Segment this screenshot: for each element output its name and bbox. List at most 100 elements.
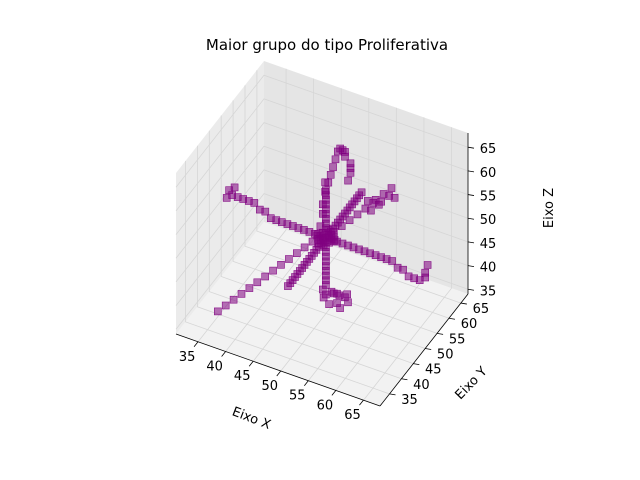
y-tick: [401, 378, 408, 381]
z-tick-label: 55: [480, 190, 497, 205]
z-tick-label: 35: [480, 284, 497, 299]
y-tick: [413, 363, 420, 366]
data-point: [387, 184, 396, 192]
y-tick-label: 40: [413, 378, 430, 393]
data-points: [214, 144, 432, 316]
data-point: [322, 186, 330, 195]
y-axis-label: Eixo Y: [452, 364, 490, 403]
data-point: [269, 266, 277, 275]
y-tick: [437, 332, 444, 335]
data-point: [322, 281, 330, 289]
x-tick-label: 55: [289, 389, 306, 404]
data-point: [261, 272, 270, 281]
data-point: [292, 249, 301, 257]
z-tick: [467, 146, 475, 149]
tick-labels: 3540455055606535404550556065354045505560…: [179, 142, 496, 423]
z-grid-line: [175, 145, 469, 259]
y-grid-line: [244, 85, 450, 319]
data-point: [284, 282, 292, 290]
data-point: [344, 298, 352, 307]
y-tick-label: 65: [473, 302, 490, 317]
x-tick: [193, 341, 199, 348]
axis-lines: [175, 133, 469, 407]
data-point: [261, 207, 270, 216]
z-tick-label: 60: [480, 166, 497, 181]
z-grid-line: [175, 169, 469, 283]
y-grid-line: [208, 130, 414, 364]
chart-title: Maior grupo do tipo Proliferativa: [206, 36, 448, 54]
data-point: [423, 261, 432, 269]
data-point: [388, 257, 396, 265]
data-point: [341, 152, 349, 161]
x-tick-label: 35: [179, 350, 196, 365]
data-point: [245, 284, 254, 292]
data-point: [330, 236, 339, 244]
x-tick-label: 40: [206, 360, 223, 375]
y-tick-label: 50: [437, 348, 454, 363]
y-tick-label: 35: [401, 393, 418, 408]
data-point: [285, 255, 293, 263]
z-tick: [467, 241, 475, 244]
data-point: [250, 199, 259, 207]
y-tick: [389, 393, 396, 396]
x-grid-line: [280, 98, 370, 372]
y-axis-line: [379, 293, 469, 407]
y-grid-line: [220, 115, 426, 349]
left-pane: [176, 61, 264, 334]
y-tick-label: 55: [449, 332, 466, 347]
tick-marks: [193, 146, 475, 406]
data-point: [374, 200, 383, 209]
x-tick: [248, 360, 254, 367]
z-tick: [467, 194, 475, 196]
z-tick-label: 45: [480, 237, 497, 252]
z-tick: [467, 217, 475, 220]
data-point: [333, 147, 342, 156]
x-tick: [221, 351, 226, 357]
data-point: [314, 230, 322, 238]
data-point: [329, 163, 337, 171]
z-axis-label: Eixo Z: [542, 188, 557, 228]
x-tick: [331, 390, 337, 396]
data-point: [214, 307, 222, 316]
data-point: [336, 304, 344, 312]
x-tick: [304, 380, 309, 386]
data-point: [345, 216, 354, 224]
z-grid-line: [175, 74, 469, 188]
y-tick-label: 45: [425, 363, 442, 378]
y-tick: [425, 348, 432, 350]
x-grid-line: [252, 88, 342, 362]
data-point: [253, 278, 262, 287]
data-point: [325, 300, 333, 309]
data-point: [277, 260, 285, 269]
data-point: [237, 290, 246, 298]
data-point: [421, 268, 430, 277]
x-tick-label: 50: [262, 379, 279, 394]
y-grid-line: [232, 100, 438, 334]
data-point: [353, 210, 362, 219]
x-tick-label: 45: [234, 369, 251, 384]
z-grid-line: [175, 193, 469, 306]
data-point: [230, 183, 239, 192]
y-grid-line: [256, 70, 462, 304]
z-tick-label: 50: [480, 213, 497, 228]
x-tick-label: 65: [344, 408, 361, 423]
data-point: [346, 169, 355, 177]
data-point: [333, 289, 341, 298]
y-grid-line: [196, 145, 402, 380]
data-point: [319, 293, 328, 302]
z-grid-line: [175, 122, 469, 235]
z-tick: [467, 288, 475, 291]
data-point: [344, 176, 352, 185]
data-point: [326, 171, 335, 179]
z-tick: [467, 170, 475, 173]
z-tick-label: 65: [480, 142, 497, 157]
z-grid-line: [175, 98, 469, 212]
data-point: [300, 243, 309, 252]
x-grid-line: [363, 127, 452, 401]
data-point: [337, 222, 346, 230]
x-axis-label: Eixo X: [230, 405, 273, 433]
y-tick: [448, 317, 456, 320]
x-axis-line: [175, 333, 381, 407]
data-point: [229, 295, 238, 304]
